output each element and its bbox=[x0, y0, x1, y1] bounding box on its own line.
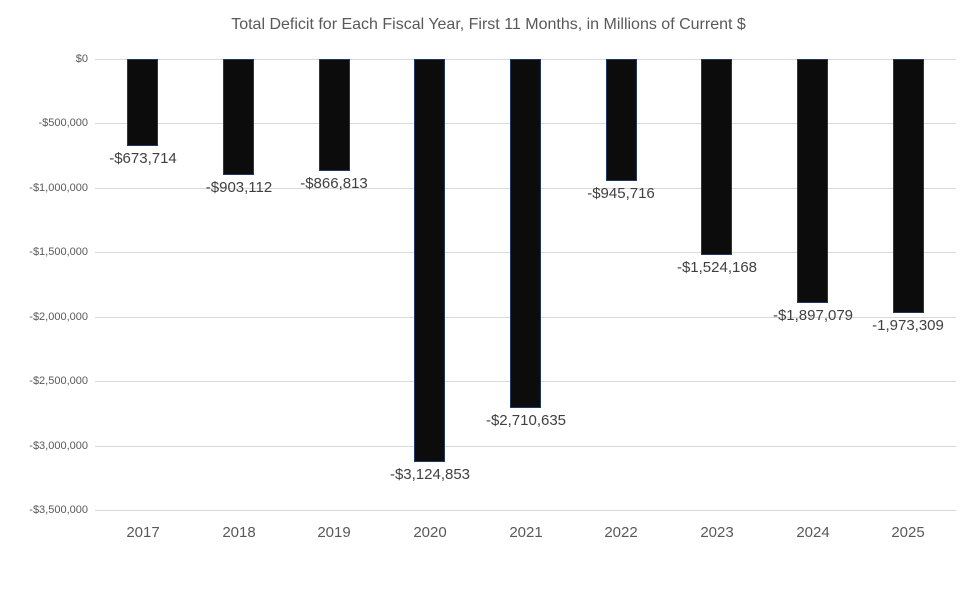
y-tick-label: -$3,500,000 bbox=[29, 504, 88, 516]
data-label-2019: -$866,813 bbox=[300, 175, 368, 192]
x-tick-label-2017: 2017 bbox=[126, 524, 160, 541]
bar-2018 bbox=[223, 59, 254, 175]
bar-2021 bbox=[510, 59, 541, 408]
y-tick-label: $0 bbox=[75, 53, 88, 65]
gridline bbox=[95, 446, 956, 447]
data-label-2017: -$673,714 bbox=[109, 150, 177, 167]
y-tick-label: -$500,000 bbox=[38, 117, 88, 129]
y-tick-label: -$1,000,000 bbox=[29, 182, 88, 194]
gridline bbox=[95, 510, 956, 511]
bar-2023 bbox=[701, 59, 732, 255]
x-tick-label-2024: 2024 bbox=[796, 524, 830, 541]
bar-2017 bbox=[127, 59, 158, 146]
x-tick-label-2023: 2023 bbox=[700, 524, 734, 541]
y-tick-label: -$3,000,000 bbox=[29, 440, 88, 452]
data-label-2025: -1,973,309 bbox=[872, 317, 944, 334]
bar-2019 bbox=[319, 59, 350, 171]
x-tick-label-2018: 2018 bbox=[222, 524, 256, 541]
x-tick-label-2019: 2019 bbox=[317, 524, 351, 541]
x-tick-label-2022: 2022 bbox=[604, 524, 638, 541]
data-label-2020: -$3,124,853 bbox=[389, 466, 471, 483]
y-tick-label: -$2,500,000 bbox=[29, 375, 88, 387]
data-label-2021: -$2,710,635 bbox=[485, 412, 567, 429]
bar-2024 bbox=[797, 59, 828, 303]
y-tick-label: -$2,000,000 bbox=[29, 311, 88, 323]
data-label-2023: -$1,524,168 bbox=[676, 259, 758, 276]
bar-2020 bbox=[414, 59, 445, 462]
bar-2025 bbox=[893, 59, 924, 313]
x-tick-label-2021: 2021 bbox=[509, 524, 543, 541]
data-label-2022: -$945,716 bbox=[587, 185, 655, 202]
bar-2022 bbox=[606, 59, 637, 181]
x-tick-label-2025: 2025 bbox=[891, 524, 925, 541]
x-tick-label-2020: 2020 bbox=[413, 524, 447, 541]
data-label-2018: -$903,112 bbox=[205, 179, 273, 196]
chart-title: Total Deficit for Each Fiscal Year, Firs… bbox=[231, 16, 746, 33]
data-label-2024: -$1,897,079 bbox=[772, 307, 854, 324]
y-tick-label: -$1,500,000 bbox=[29, 246, 88, 258]
